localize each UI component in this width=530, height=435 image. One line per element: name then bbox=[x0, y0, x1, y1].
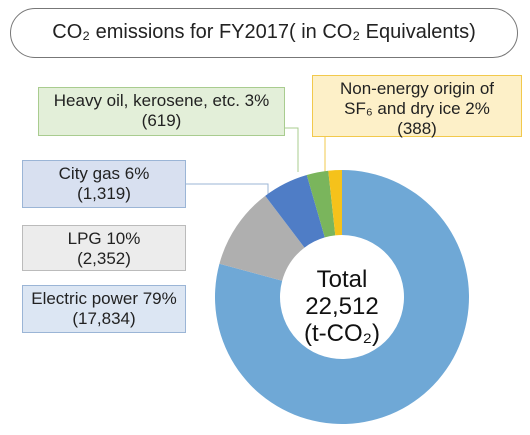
total-value: 22,512 bbox=[305, 293, 379, 320]
slice-label: Electric power 79% (17,834) bbox=[22, 285, 186, 333]
category-label: Non-energy origin of SF₆ and dry ice 2% bbox=[339, 79, 495, 118]
category-label: Heavy oil, kerosene, etc. 3% bbox=[53, 91, 270, 110]
donut-slice bbox=[328, 170, 342, 236]
slice-label: Heavy oil, kerosene, etc. 3% (619) bbox=[38, 87, 285, 136]
value-label: (17,834) bbox=[72, 309, 136, 328]
leader-line bbox=[186, 183, 269, 197]
value-label: (1,319) bbox=[77, 184, 131, 203]
category-label: LPG 10% bbox=[67, 229, 141, 248]
total-unit: (t-CO₂) bbox=[304, 320, 380, 347]
slice-label: Non-energy origin of SF₆ and dry ice 2%(… bbox=[312, 75, 522, 138]
value-label: (619) bbox=[141, 111, 182, 130]
donut-slice bbox=[265, 174, 325, 248]
slice-label: City gas 6% (1,319) bbox=[22, 160, 186, 208]
leader-line bbox=[285, 127, 299, 172]
category-label: Electric power 79% bbox=[31, 289, 177, 308]
value-label: (2,352) bbox=[77, 249, 131, 268]
center-label: Total 22,512 (t-CO₂) bbox=[282, 266, 402, 347]
value-label: (388) bbox=[397, 119, 437, 138]
chart-title: CO₂ emissions for FY2017( in CO₂ Equival… bbox=[10, 8, 518, 58]
donut-slice bbox=[306, 170, 336, 238]
slice-label: LPG 10% (2,352) bbox=[22, 225, 186, 271]
total-title: Total bbox=[316, 266, 368, 293]
donut-slice bbox=[219, 195, 305, 281]
category-label: City gas 6% bbox=[58, 164, 150, 183]
donut-slice bbox=[215, 170, 469, 424]
